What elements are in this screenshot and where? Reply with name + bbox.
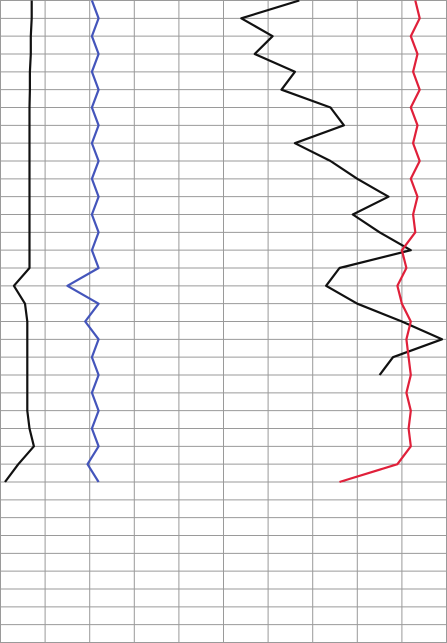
log-curve — [66, 0, 100, 483]
log-curve — [4, 0, 35, 483]
log-curve — [240, 0, 444, 376]
log-curve — [339, 0, 421, 484]
